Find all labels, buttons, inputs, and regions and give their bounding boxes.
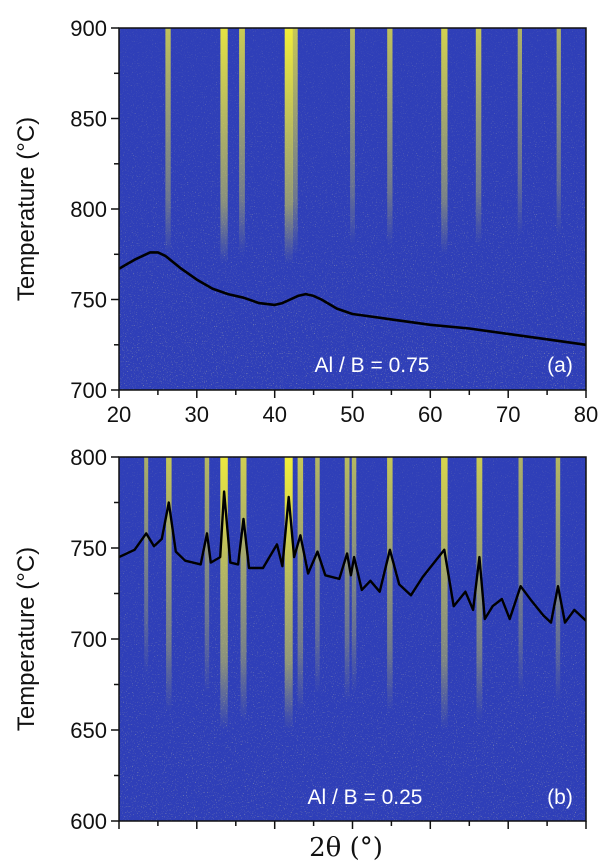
peak-streak [441, 28, 448, 255]
y-tick-label: 650 [70, 718, 107, 743]
x-tick-label: 30 [185, 402, 209, 427]
xrd-pattern-trace [119, 251, 586, 347]
peak-streak [350, 28, 355, 246]
y-tick-label: 850 [70, 107, 107, 132]
peak-streak [166, 457, 172, 712]
panel-b: 600 650 700 750 800 Temperature (°C) Al / B … [13, 445, 587, 834]
panel-a: 700 750 800 850 900 20 30 40 50 60 70 80 Temperatu… [13, 16, 598, 427]
peak-streak [239, 28, 245, 255]
peak-streak [220, 457, 228, 730]
composition-annotation: Al / B = 0.75 [315, 354, 430, 377]
peak-streak [204, 457, 210, 694]
x-tick-label: 50 [340, 402, 364, 427]
peak-streak [284, 28, 293, 264]
panel-label: (a) [547, 354, 573, 377]
y-tick-label: 800 [70, 445, 107, 470]
peak-streak [284, 457, 293, 730]
xrd-pattern-trace [119, 490, 586, 624]
peak-streak [240, 457, 247, 721]
x-axis-title: 2θ (°) [309, 833, 383, 863]
x-axis-ticks: 20 30 40 50 60 70 80 [107, 390, 598, 427]
peak-streak [220, 28, 228, 264]
peak-streak [555, 457, 561, 703]
y-tick-label: 900 [70, 16, 107, 41]
x-tick-label: 80 [574, 402, 598, 427]
peak-streak [518, 457, 523, 694]
y-tick-label: 700 [70, 627, 107, 652]
peak-streak [441, 457, 448, 730]
peak-streak [351, 457, 357, 694]
peak-streak [475, 28, 482, 246]
peak-streak [517, 28, 522, 237]
diffraction-peaks [144, 457, 561, 730]
panel-label: (b) [547, 786, 573, 809]
y-tick-label: 750 [70, 288, 107, 313]
y-axis-ticks: 600 650 700 750 800 [70, 445, 119, 834]
x-tick-label: 70 [496, 402, 520, 427]
peak-streak [144, 457, 149, 676]
peak-streak [315, 457, 320, 694]
x-tick-label: 40 [262, 402, 286, 427]
y-tick-label: 600 [70, 809, 107, 834]
y-axis-ticks: 700 750 800 850 900 [70, 16, 119, 403]
y-tick-label: 750 [70, 536, 107, 561]
y-axis-title: Temperature (°C) [13, 117, 40, 301]
peak-streak [165, 28, 171, 255]
peak-streak [387, 457, 393, 712]
x-tick-label: 20 [107, 402, 131, 427]
y-tick-label: 700 [70, 378, 107, 403]
peak-streak [292, 28, 298, 255]
x-axis-minor-ticks [118, 821, 587, 829]
peak-streak [556, 28, 561, 237]
peak-streak [297, 457, 304, 712]
peak-streak [344, 457, 350, 703]
x-tick-label: 60 [418, 402, 442, 427]
peak-streak [476, 457, 483, 721]
diffraction-peaks [165, 28, 561, 264]
y-tick-label: 800 [70, 197, 107, 222]
peak-streak [387, 28, 393, 246]
y-axis-title: Temperature (°C) [13, 547, 40, 731]
composition-annotation: Al / B = 0.25 [308, 786, 423, 809]
